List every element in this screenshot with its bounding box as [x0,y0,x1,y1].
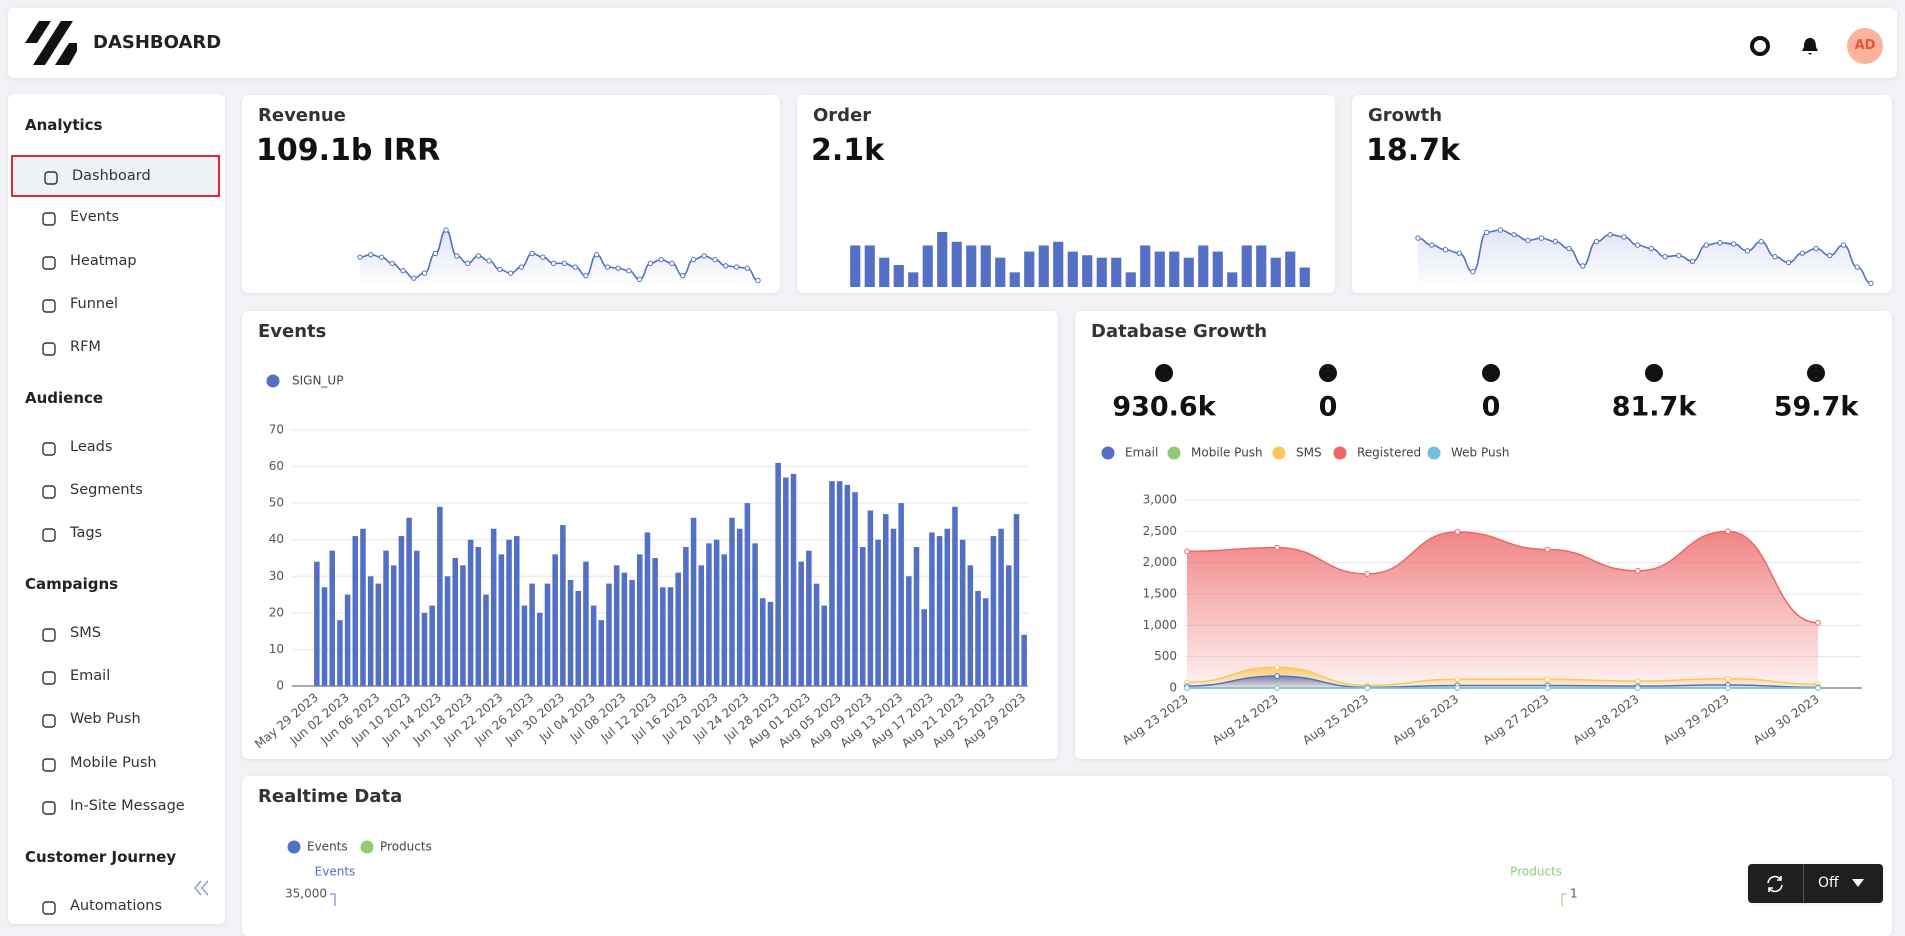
nav-item[interactable]: Events [8,198,225,240]
nav-item[interactable]: Funnel [8,285,225,327]
card-title: Realtime Data [258,786,403,807]
dropdown-arrow[interactable] [1852,879,1864,887]
nav-icon [42,801,56,815]
nav-icon [42,671,56,685]
help-icon[interactable] [1750,36,1770,56]
nav-item[interactable]: Tags [8,514,225,556]
page: DASHBOARD AD Analytics Dashboard Events Hea… [8,8,1897,936]
nav-icon [42,628,56,642]
icon-shape [42,212,56,226]
icon-shape [42,441,56,456]
events-card: Events [242,311,1058,759]
nav-label: SMS [70,624,101,641]
revenue-card: Revenue 109.1b IRR [242,95,780,293]
section-title: Analytics [25,116,103,134]
card-title: Events [258,321,327,342]
nav-label: Segments [70,482,143,498]
logo [25,21,77,65]
nav-item[interactable]: SMS [8,614,225,656]
nav-icon [42,757,56,772]
avatar[interactable]: AD [1847,28,1883,64]
nav-icon [42,212,56,226]
refresh-icon[interactable] [1764,874,1786,894]
icon-shape [42,900,56,915]
nav-item[interactable]: Web Push [8,700,225,742]
card-title: Growth [1368,105,1443,126]
section-title: Customer Journey [25,847,177,866]
refresh-interval[interactable]: Off [1818,875,1839,891]
icon-shape [42,299,56,313]
nav-label: Leads [70,438,113,455]
divider [1803,864,1804,903]
card-title: Database Growth [1091,321,1268,342]
nav-icon [42,255,56,270]
order-card: Order 2.1k [797,95,1335,293]
nav-label: Events [70,209,120,226]
icon-shape [44,171,58,185]
section-title: Audience [25,388,104,407]
notification-icon[interactable] [1800,36,1820,56]
icon-shape [42,757,56,772]
nav-icon [42,485,56,499]
icon-shape [42,342,56,356]
nav-label: RFM [70,339,101,356]
card-value: 109.1b IRR [256,133,441,168]
card-value: 18.7k [1366,133,1460,168]
icon-shape [42,628,56,642]
nav-icon [42,441,56,456]
card-value: 2.1k [811,133,885,168]
section-title: Campaigns [25,574,119,593]
nav-icon [44,171,58,185]
icon-shape [42,714,56,729]
nav-icon [42,900,56,915]
icon-shape [42,801,56,815]
growth-card: Growth 18.7k [1352,95,1892,293]
nav-label: In-Site Message [70,798,185,814]
nav-label: Funnel [70,295,119,312]
auto-refresh-control[interactable]: Off [1748,864,1883,903]
nav-item[interactable]: Dashboard [11,155,220,197]
nav-item[interactable]: Segments [8,471,225,513]
nav-icon [42,299,56,313]
nav-label: Dashboard [72,168,151,184]
nav-label: Web Push [70,711,141,728]
nav-label: Mobile Push [70,754,157,771]
nav-label: Tags [70,525,103,542]
icon-shape [42,255,56,270]
sidebar: Analytics Dashboard Events Heatmap Funnel RFM… [8,94,225,924]
nav-label: Heatmap [70,252,137,269]
realtime-card: Realtime Data [242,776,1892,936]
nav-icon [42,528,56,542]
nav-item[interactable]: Email [8,657,225,699]
icon-shape [42,485,56,499]
top-bar: DASHBOARD AD [8,8,1897,78]
nav-icon [42,342,56,356]
icon-shape [42,528,56,542]
nav-icon [42,714,56,729]
page-title: DASHBOARD [93,32,222,53]
nav-item[interactable]: In-Site Message [8,787,225,829]
nav-item[interactable]: Automations [8,887,225,929]
card-title: Revenue [258,105,346,126]
nav-item[interactable]: Mobile Push [8,744,225,786]
database-growth-card: Database Growth [1075,311,1892,759]
nav-item[interactable]: Heatmap [8,242,225,284]
nav-item[interactable]: Leads [8,428,225,470]
collapse-button[interactable] [192,879,212,897]
nav-label: Email [70,668,111,685]
card-title: Order [813,105,872,126]
nav-item[interactable]: RFM [8,328,225,370]
icon-shape [42,671,56,685]
